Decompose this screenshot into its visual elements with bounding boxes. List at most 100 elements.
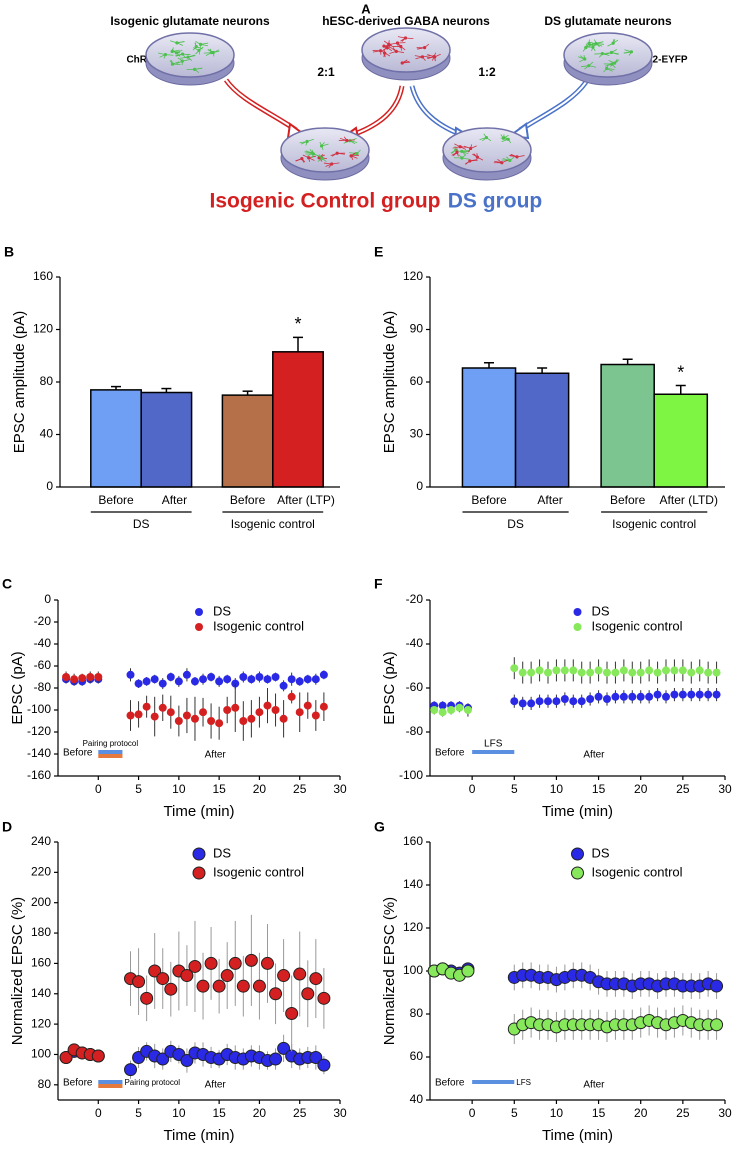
y-tick-label: 100	[403, 963, 423, 977]
y-tick-label: 80	[38, 1077, 52, 1091]
point	[438, 708, 447, 717]
x-tick-label: 0	[95, 1106, 102, 1120]
neuron	[170, 49, 174, 54]
neuron	[403, 36, 408, 40]
point	[678, 690, 687, 699]
legend-marker	[571, 847, 584, 861]
point	[94, 673, 103, 681]
legend-marker	[573, 623, 582, 631]
point	[447, 706, 456, 714]
point	[190, 714, 199, 723]
legend-label: Isogenic control	[213, 864, 304, 879]
point	[619, 666, 628, 675]
legend-label: Isogenic control	[592, 618, 683, 633]
y-tick-label: 140	[403, 877, 423, 891]
point	[124, 1063, 138, 1077]
y-tick-label: 40	[410, 1092, 424, 1106]
point	[150, 712, 159, 721]
point	[710, 979, 724, 993]
point	[662, 666, 670, 675]
point	[628, 692, 637, 701]
y-axis-title: EPSC amplitude (pA)	[381, 311, 398, 454]
point	[180, 969, 194, 983]
point	[619, 692, 628, 701]
arrow	[411, 85, 463, 136]
bar	[221, 394, 274, 488]
neuron	[211, 50, 215, 55]
point	[710, 1018, 724, 1032]
x-tick-label: 30	[718, 782, 732, 796]
point	[223, 706, 232, 714]
x-tick-label: 15	[592, 782, 606, 796]
bar	[90, 389, 142, 488]
neuron	[423, 45, 427, 50]
y-tick-label: 30	[410, 427, 424, 441]
neuron	[469, 146, 473, 151]
point	[190, 677, 199, 686]
legend-label: DS	[213, 603, 231, 618]
point	[594, 692, 603, 701]
x-tick-label: 20	[253, 1106, 267, 1120]
point	[430, 706, 439, 714]
point	[603, 668, 611, 677]
y-axis: 80 100 120 140 160 180 200 220 240 Normalized EPS…	[2, 819, 59, 1100]
point	[560, 695, 569, 703]
y-tick-label: 160	[33, 269, 53, 283]
legend-label: Isogenic control	[592, 864, 683, 879]
point	[653, 690, 662, 699]
neuron	[458, 145, 462, 149]
point	[285, 1006, 299, 1020]
group-title: Isogenic Control group	[210, 190, 441, 213]
protocol-bar	[472, 1080, 515, 1084]
point	[148, 964, 162, 978]
neuron	[387, 42, 391, 46]
point	[687, 668, 696, 677]
point	[215, 719, 224, 728]
point	[207, 717, 216, 725]
neuron	[175, 41, 179, 45]
protocol-bar	[98, 750, 123, 754]
protocol-label: Pairing protocol	[124, 1078, 180, 1087]
point	[132, 975, 146, 989]
arrow	[409, 85, 463, 138]
y-axis-title: EPSC (pA)	[9, 651, 26, 724]
legend-marker	[192, 866, 206, 880]
point	[317, 991, 331, 1005]
legend-marker	[571, 866, 584, 880]
neuron	[475, 155, 480, 159]
neuron	[609, 50, 614, 55]
bar	[272, 351, 324, 488]
point	[295, 677, 304, 686]
point	[687, 690, 696, 699]
point	[199, 675, 208, 684]
point	[319, 702, 328, 711]
panel-label: G	[374, 819, 385, 835]
protocol-label: LFS	[484, 739, 503, 750]
x-tick-label: 0	[95, 782, 102, 796]
phase-label: Before	[435, 748, 465, 759]
x-tick-label: 15	[212, 1106, 226, 1120]
point	[239, 717, 248, 725]
y-tick-label: -160	[27, 768, 51, 782]
x-tick-label: 25	[293, 1106, 307, 1120]
arrow	[225, 79, 297, 131]
point	[247, 675, 256, 684]
x-tick-label: Before	[471, 493, 507, 507]
y-axis: 0 40 80 120 160 EPSC amplitude (pA) B	[4, 244, 61, 493]
marker-label: ChR2-EYFP	[632, 55, 688, 66]
point	[518, 699, 527, 708]
y-tick-label: 0	[416, 479, 423, 493]
legend-label: Isogenic control	[213, 618, 304, 633]
group-label: Isogenic control	[612, 517, 696, 531]
y-tick-label: 180	[31, 925, 51, 939]
legend-marker	[573, 608, 582, 616]
protocol-label: Pairing protocol	[83, 739, 139, 748]
point	[263, 701, 272, 710]
x-tick-label: 20	[634, 1106, 648, 1120]
neuron	[508, 158, 512, 163]
group-title: DS group	[448, 190, 543, 213]
point	[293, 967, 307, 981]
point	[662, 692, 670, 701]
point	[309, 972, 323, 986]
